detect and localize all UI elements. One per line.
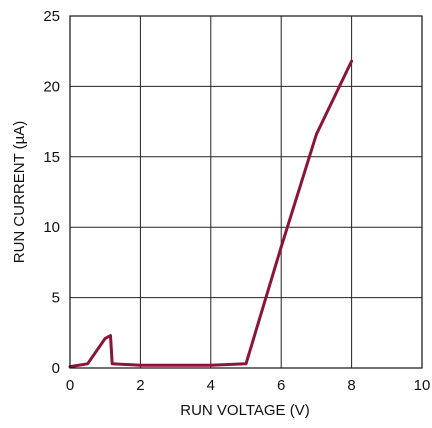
y-axis-label: RUN CURRENT (µA) bbox=[11, 121, 28, 264]
y-tick-label-0: 0 bbox=[52, 360, 60, 377]
x-axis-label: RUN VOLTAGE (V) bbox=[180, 402, 309, 419]
y-tick-label-5: 25 bbox=[43, 8, 60, 25]
x-tick-label-4: 8 bbox=[347, 377, 355, 394]
x-tick-label-0: 0 bbox=[66, 377, 74, 394]
series-layer bbox=[68, 59, 354, 369]
grid bbox=[70, 16, 422, 368]
tick-labels: 0 2 4 6 8 10 0 5 10 15 20 25 bbox=[43, 8, 430, 394]
y-tick-label-2: 10 bbox=[43, 219, 60, 236]
plot-border bbox=[69, 15, 423, 369]
y-tick-label-4: 20 bbox=[43, 78, 60, 95]
x-tick-label-5: 10 bbox=[414, 377, 431, 394]
y-tick-label-1: 5 bbox=[52, 290, 60, 307]
x-tick-label-1: 2 bbox=[136, 377, 144, 394]
series-line-0 bbox=[68, 59, 354, 369]
y-tick-label-3: 15 bbox=[43, 149, 60, 166]
x-tick-label-3: 6 bbox=[277, 377, 285, 394]
plot-frame bbox=[69, 15, 423, 369]
x-tick-label-2: 4 bbox=[207, 377, 215, 394]
